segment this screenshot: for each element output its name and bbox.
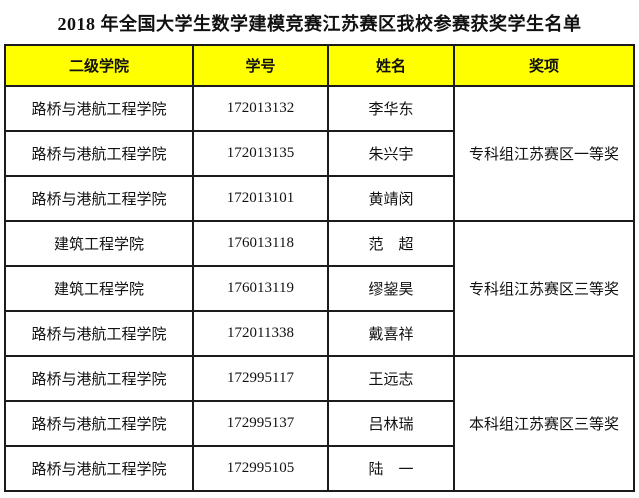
name-cell: 范 超 <box>327 220 455 267</box>
college-cell: 路桥与港航工程学院 <box>4 310 194 357</box>
header-row: 二级学院 学号 姓名 奖项 <box>4 44 635 87</box>
name-cell: 王远志 <box>327 355 455 402</box>
page-title: 2018 年全国大学生数学建模竞赛江苏赛区我校参赛获奖学生名单 <box>57 14 582 34</box>
name-cell: 陆 一 <box>327 445 455 492</box>
award-cell: 本科组江苏赛区三等奖 <box>453 355 635 492</box>
college-cell: 路桥与港航工程学院 <box>4 85 194 132</box>
table-row: 路桥与港航工程学院 172995105 陆 一 <box>4 445 634 492</box>
name-cell: 戴喜祥 <box>327 310 455 357</box>
college-cell: 建筑工程学院 <box>4 220 194 267</box>
college-cell: 路桥与港航工程学院 <box>4 175 194 222</box>
student-id-cell: 172013135 <box>192 130 329 177</box>
table-row: 路桥与港航工程学院 172011338 戴喜祥 <box>4 310 634 357</box>
college-cell: 路桥与港航工程学院 <box>4 130 194 177</box>
column-header-student-id: 学号 <box>192 44 329 87</box>
name-cell: 缪鋆昊 <box>327 265 455 312</box>
student-id-cell: 172995137 <box>192 400 329 447</box>
name-cell: 朱兴宇 <box>327 130 455 177</box>
student-id-cell: 176013119 <box>192 265 329 312</box>
college-cell: 路桥与港航工程学院 <box>4 355 194 402</box>
college-cell: 建筑工程学院 <box>4 265 194 312</box>
student-id-cell: 172011338 <box>192 310 329 357</box>
column-header-award: 奖项 <box>453 44 635 87</box>
student-id-cell: 172013101 <box>192 175 329 222</box>
awards-table: 二级学院 学号 姓名 奖项 路桥与港航工程学院 172013132 李华东 专科… <box>4 44 635 492</box>
table-row: 路桥与港航工程学院 172013132 李华东 专科组江苏赛区一等奖 <box>4 85 635 222</box>
table-row: 路桥与港航工程学院 172995117 王远志 本科组江苏赛区三等奖 <box>4 355 635 492</box>
student-id-cell: 172013132 <box>192 85 329 132</box>
name-cell: 李华东 <box>327 85 455 132</box>
table-row: 建筑工程学院 176013119 缪鋆昊 <box>4 265 634 312</box>
column-header-name: 姓名 <box>327 44 455 87</box>
table-row: 路桥与港航工程学院 172013135 朱兴宇 <box>4 130 634 177</box>
column-header-college: 二级学院 <box>4 44 194 87</box>
name-cell: 黄靖闵 <box>327 175 455 222</box>
college-cell: 路桥与港航工程学院 <box>4 445 194 492</box>
college-cell: 路桥与港航工程学院 <box>4 400 194 447</box>
student-id-cell: 172995105 <box>192 445 329 492</box>
student-id-cell: 176013118 <box>192 220 329 267</box>
table-row: 建筑工程学院 176013118 范 超 专科组江苏赛区三等奖 <box>4 220 635 357</box>
award-cell: 专科组江苏赛区一等奖 <box>453 85 635 222</box>
table-row: 路桥与港航工程学院 172013101 黄靖闵 <box>4 175 634 222</box>
table-row: 路桥与港航工程学院 172995137 吕林瑞 <box>4 400 634 447</box>
award-cell: 专科组江苏赛区三等奖 <box>453 220 635 357</box>
student-id-cell: 172995117 <box>192 355 329 402</box>
name-cell: 吕林瑞 <box>327 400 455 447</box>
